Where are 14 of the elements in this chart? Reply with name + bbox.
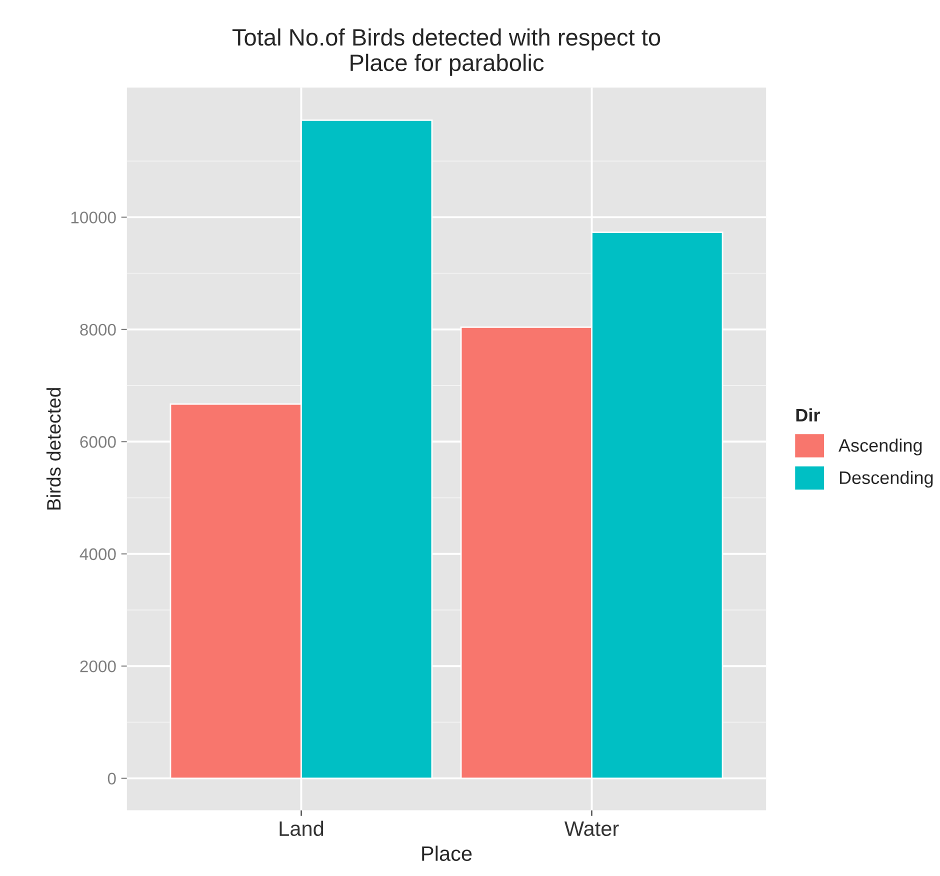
legend-label: Descending <box>840 470 933 488</box>
y-tick-label: 2000 <box>80 660 116 672</box>
y-tick-label: 6000 <box>80 436 116 448</box>
x-tick-label: Land <box>280 820 324 836</box>
legend-label: Ascending <box>838 438 922 456</box>
legend-title: Dir <box>796 408 820 422</box>
y-tick-label: 8000 <box>80 324 116 336</box>
y-axis-title: Birds detected <box>46 388 61 510</box>
chart-title: Total No.of Birds detected with respect to Place for parabolic <box>232 28 660 76</box>
x-tick-label: Water <box>564 821 619 836</box>
y-tick-label: 4000 <box>80 548 116 560</box>
y-tick-label: 0 <box>108 772 116 785</box>
y-tick-label: 10000 <box>71 212 116 224</box>
x-axis-title: Place <box>422 846 472 861</box>
